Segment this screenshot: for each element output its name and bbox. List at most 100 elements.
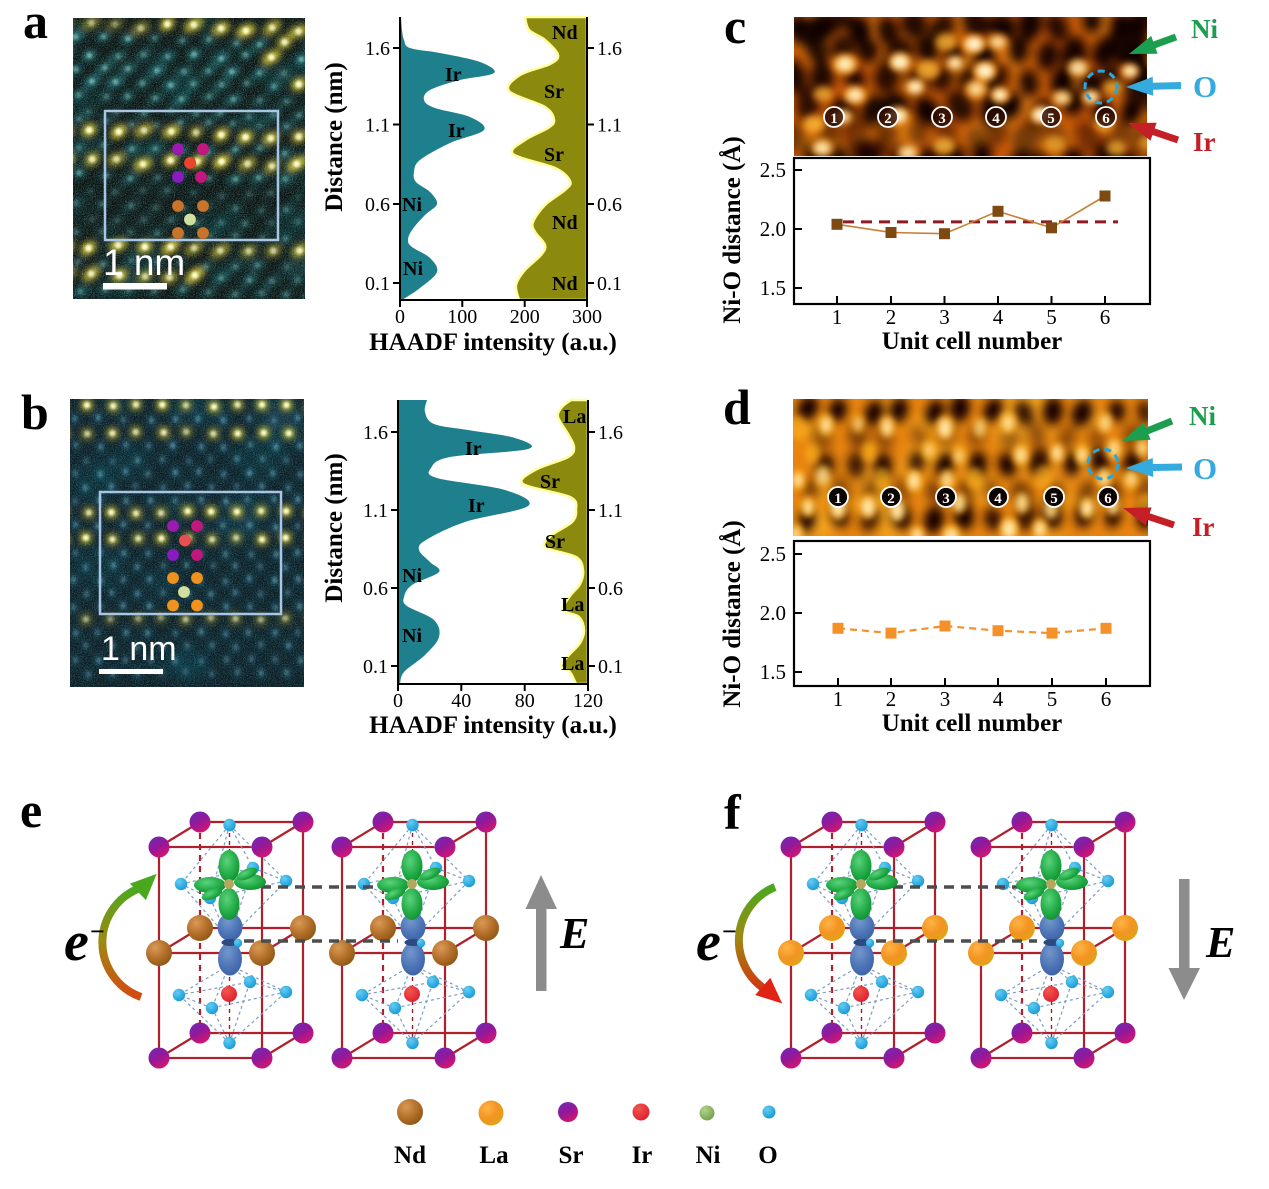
svg-text:Unit cell number: Unit cell number bbox=[882, 710, 1063, 737]
svg-text:−: − bbox=[722, 917, 737, 946]
svg-text:E: E bbox=[1205, 918, 1235, 967]
svg-text:Sr: Sr bbox=[544, 81, 564, 103]
svg-text:1.1: 1.1 bbox=[363, 500, 388, 522]
svg-text:Nd: Nd bbox=[394, 1142, 426, 1169]
svg-text:2.5: 2.5 bbox=[760, 158, 786, 182]
svg-text:Distance (nm): Distance (nm) bbox=[321, 62, 348, 211]
svg-text:c: c bbox=[724, 0, 746, 54]
svg-text:Ir: Ir bbox=[1193, 127, 1216, 157]
svg-text:Nd: Nd bbox=[552, 22, 578, 44]
svg-text:0.1: 0.1 bbox=[363, 656, 388, 678]
svg-text:2.0: 2.0 bbox=[760, 601, 786, 625]
svg-text:1.6: 1.6 bbox=[598, 422, 623, 444]
svg-text:O: O bbox=[1193, 69, 1217, 104]
svg-text:200: 200 bbox=[510, 306, 540, 328]
svg-text:La: La bbox=[479, 1142, 509, 1169]
svg-text:1.5: 1.5 bbox=[760, 660, 786, 684]
svg-text:3: 3 bbox=[938, 111, 946, 127]
svg-text:80: 80 bbox=[515, 690, 535, 712]
svg-text:1: 1 bbox=[833, 687, 844, 711]
svg-text:0.6: 0.6 bbox=[598, 578, 623, 600]
svg-text:5: 5 bbox=[1047, 111, 1055, 127]
svg-text:Sr: Sr bbox=[545, 531, 565, 553]
svg-text:Ni: Ni bbox=[1191, 14, 1218, 44]
svg-text:Nd: Nd bbox=[552, 212, 578, 234]
svg-text:HAADF intensity (a.u.): HAADF intensity (a.u.) bbox=[369, 712, 617, 739]
svg-text:Ni-O distance (Å): Ni-O distance (Å) bbox=[718, 136, 746, 323]
svg-text:HAADF intensity (a.u.): HAADF intensity (a.u.) bbox=[369, 329, 617, 356]
svg-text:40: 40 bbox=[451, 690, 471, 712]
svg-text:Ir: Ir bbox=[632, 1142, 653, 1169]
svg-text:1.5: 1.5 bbox=[760, 276, 786, 300]
svg-text:100: 100 bbox=[447, 306, 477, 328]
svg-text:4: 4 bbox=[992, 111, 1000, 127]
svg-text:d: d bbox=[723, 379, 751, 435]
svg-text:4: 4 bbox=[994, 491, 1002, 507]
svg-text:0: 0 bbox=[393, 690, 403, 712]
svg-text:0.6: 0.6 bbox=[365, 194, 390, 216]
svg-text:2.0: 2.0 bbox=[760, 217, 786, 241]
svg-text:0.1: 0.1 bbox=[365, 273, 390, 295]
svg-text:O: O bbox=[1193, 451, 1217, 486]
svg-text:Ni-O distance (Å): Ni-O distance (Å) bbox=[718, 520, 746, 707]
svg-text:1.6: 1.6 bbox=[365, 38, 390, 60]
svg-text:La: La bbox=[563, 406, 586, 428]
svg-text:2: 2 bbox=[884, 111, 892, 127]
svg-text:Ir: Ir bbox=[445, 64, 462, 86]
svg-text:120: 120 bbox=[573, 690, 603, 712]
svg-text:1.6: 1.6 bbox=[597, 38, 622, 60]
svg-text:1 nm: 1 nm bbox=[101, 630, 177, 668]
svg-text:3: 3 bbox=[939, 305, 950, 329]
svg-text:1: 1 bbox=[834, 491, 842, 507]
svg-text:Ni: Ni bbox=[696, 1142, 721, 1169]
svg-text:6: 6 bbox=[1102, 111, 1110, 127]
svg-text:1: 1 bbox=[830, 111, 838, 127]
svg-text:e: e bbox=[64, 911, 89, 973]
svg-text:2: 2 bbox=[886, 305, 897, 329]
svg-text:1 nm: 1 nm bbox=[103, 242, 185, 283]
svg-text:b: b bbox=[21, 384, 49, 440]
svg-text:1.1: 1.1 bbox=[365, 115, 390, 137]
svg-text:4: 4 bbox=[993, 687, 1004, 711]
svg-text:e: e bbox=[20, 782, 42, 838]
svg-text:1.6: 1.6 bbox=[363, 422, 388, 444]
svg-text:Ni: Ni bbox=[403, 258, 423, 280]
svg-text:3: 3 bbox=[942, 491, 950, 507]
svg-text:6: 6 bbox=[1101, 687, 1112, 711]
svg-text:5: 5 bbox=[1047, 687, 1058, 711]
svg-text:f: f bbox=[724, 784, 742, 840]
svg-text:6: 6 bbox=[1104, 491, 1112, 507]
svg-text:0: 0 bbox=[395, 306, 405, 328]
svg-text:Sr: Sr bbox=[540, 471, 560, 493]
svg-text:Nd: Nd bbox=[552, 273, 578, 295]
svg-text:e: e bbox=[696, 911, 721, 973]
svg-text:Ir: Ir bbox=[448, 120, 465, 142]
svg-text:300: 300 bbox=[572, 306, 602, 328]
svg-text:Sr: Sr bbox=[559, 1142, 584, 1169]
svg-text:2: 2 bbox=[886, 687, 897, 711]
svg-text:Ir: Ir bbox=[1192, 512, 1215, 542]
svg-text:Ni: Ni bbox=[402, 565, 422, 587]
svg-text:La: La bbox=[561, 653, 584, 675]
svg-text:La: La bbox=[561, 594, 584, 616]
svg-text:2: 2 bbox=[887, 491, 895, 507]
svg-text:Ir: Ir bbox=[468, 495, 485, 517]
svg-text:−: − bbox=[90, 917, 105, 946]
svg-text:Sr: Sr bbox=[544, 144, 564, 166]
svg-text:5: 5 bbox=[1050, 491, 1058, 507]
svg-text:Ni: Ni bbox=[1189, 401, 1216, 431]
svg-text:1.1: 1.1 bbox=[598, 500, 623, 522]
svg-text:1.1: 1.1 bbox=[597, 115, 622, 137]
svg-text:1: 1 bbox=[832, 305, 843, 329]
svg-text:0.1: 0.1 bbox=[597, 273, 622, 295]
svg-text:Ni: Ni bbox=[402, 194, 422, 216]
svg-text:6: 6 bbox=[1100, 305, 1111, 329]
svg-text:O: O bbox=[758, 1142, 777, 1169]
svg-text:Ni: Ni bbox=[402, 625, 422, 647]
svg-text:5: 5 bbox=[1046, 305, 1057, 329]
svg-text:E: E bbox=[559, 909, 589, 958]
svg-text:Ir: Ir bbox=[465, 438, 482, 460]
svg-text:0.1: 0.1 bbox=[598, 656, 623, 678]
svg-text:Distance (nm): Distance (nm) bbox=[321, 453, 348, 602]
svg-text:Unit cell number: Unit cell number bbox=[882, 328, 1063, 355]
